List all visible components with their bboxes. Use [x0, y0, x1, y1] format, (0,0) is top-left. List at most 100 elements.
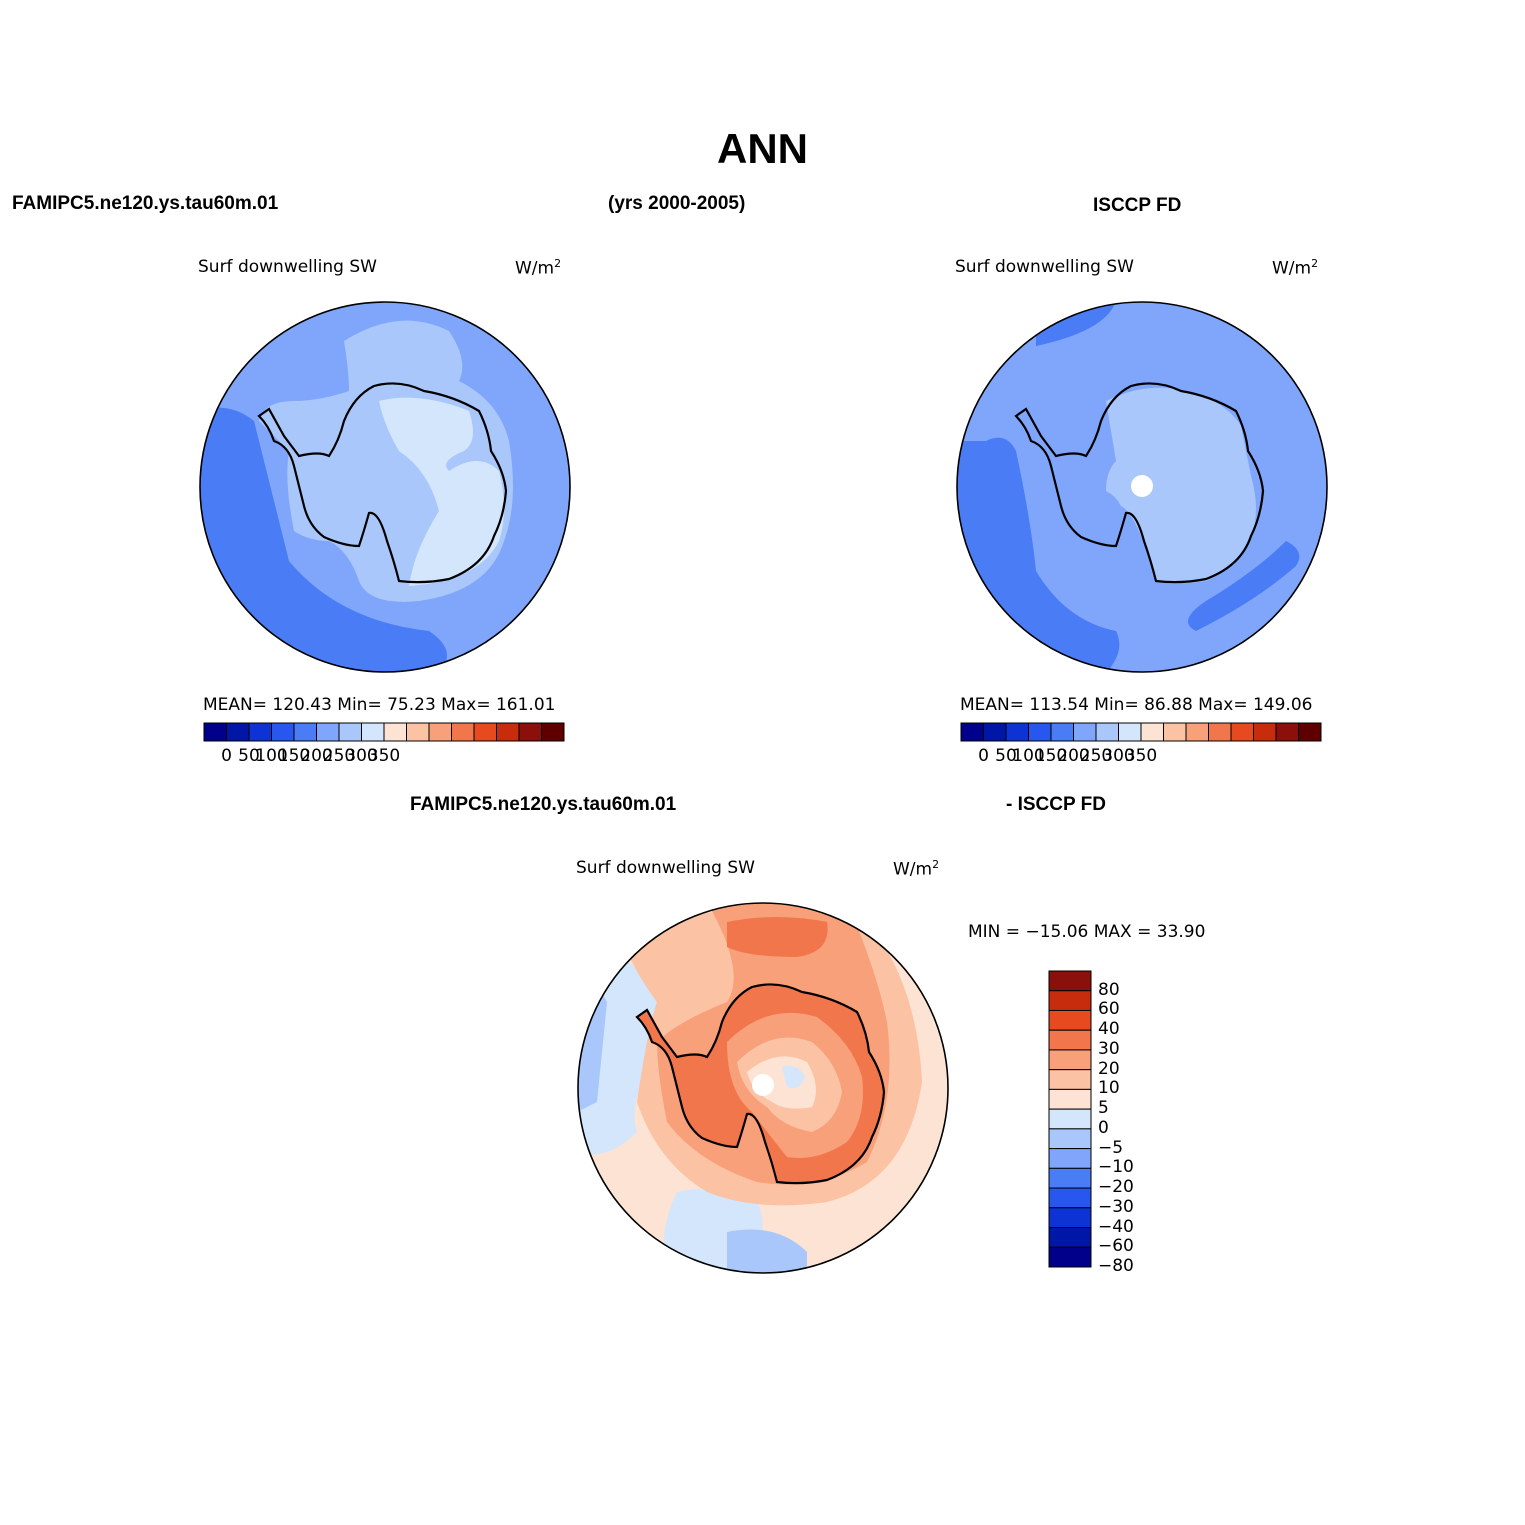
colorbar-swatch — [960, 722, 984, 742]
colorbar-tick-label: −10 — [1098, 1157, 1134, 1178]
colorbar-tick-label: 10 — [1098, 1078, 1120, 1099]
colorbar-tick-label: 350 — [367, 746, 401, 766]
years-label: (yrs 2000-2005) — [608, 193, 746, 214]
colorbar-swatch — [338, 722, 362, 742]
obs-case-label: ISCCP FD — [1093, 195, 1182, 216]
colorbar-tick-label: 350 — [1124, 746, 1158, 766]
colorbar-tick-label: −60 — [1098, 1236, 1134, 1257]
colorbar-swatch — [1048, 990, 1092, 1011]
colorbar-swatch — [1073, 722, 1097, 742]
colorbar-swatch — [1095, 722, 1119, 742]
colorbar-tick-label: 5 — [1098, 1098, 1109, 1119]
map-contour-high — [379, 397, 504, 586]
colorbar-swatch — [361, 722, 385, 742]
colorbar-swatch — [541, 722, 565, 742]
map-contour-neg-4 — [727, 1229, 807, 1273]
page-title: ANN — [717, 125, 808, 172]
colorbar-swatch — [1048, 1069, 1092, 1090]
colorbar-tick-label: 300 — [345, 746, 378, 766]
colorbar-swatch — [1140, 722, 1164, 742]
map-contour-pos-3 — [727, 917, 828, 957]
colorbar-tick-label: 40 — [1098, 1019, 1120, 1040]
colorbar-tick-label: 300 — [1102, 746, 1135, 766]
colorbar-swatch — [1048, 1088, 1092, 1110]
model-stats-label: MEAN= 120.43 Min= 75.23 Max= 161.01 — [203, 695, 556, 715]
colorbar-tick-label: 20 — [1098, 1058, 1120, 1079]
colorbar-swatch — [203, 722, 227, 742]
map-contour-low — [200, 407, 447, 672]
colorbar-swatch — [1048, 1108, 1092, 1130]
colorbar-swatch — [1048, 1187, 1092, 1209]
colorbar-tick-label: 50 — [995, 746, 1017, 766]
colorbar-swatch — [473, 722, 497, 742]
colorbar-tick-label: 100 — [1012, 746, 1045, 766]
obs-stats-label: MEAN= 113.54 Min= 86.88 Max= 149.06 — [960, 695, 1313, 715]
colorbar-swatch — [1048, 1246, 1092, 1268]
antarctica-coastline — [1014, 382, 1265, 584]
colorbar-swatch — [1048, 1227, 1092, 1248]
colorbar-tick-label: 200 — [300, 746, 333, 766]
antarctica-coastline — [257, 382, 508, 584]
colorbar-swatch — [428, 722, 452, 742]
diff-variable-label: Surf downwelling SW — [576, 858, 755, 878]
colorbar-swatch — [1185, 722, 1209, 742]
colorbar-swatch — [1208, 722, 1232, 742]
colorbar-swatch — [1048, 1207, 1092, 1229]
polar-gap — [752, 1074, 774, 1096]
colorbar-swatch — [1048, 1128, 1092, 1150]
colorbar-tick-label: −20 — [1098, 1177, 1134, 1198]
colorbar-swatch — [1163, 722, 1187, 742]
colorbar-swatch — [1253, 722, 1277, 742]
colorbar-swatch — [293, 722, 317, 742]
colorbar-swatch — [1118, 722, 1142, 742]
colorbar-swatch — [248, 722, 272, 742]
colorbar-swatch — [1298, 722, 1322, 742]
colorbar-swatch — [496, 722, 520, 742]
colorbar-tick-label: −5 — [1098, 1137, 1124, 1158]
colorbar-swatch — [1048, 1029, 1092, 1051]
colorbar-tick-label: 80 — [1098, 979, 1120, 1000]
map-contour-neg-5 — [782, 1065, 805, 1089]
colorbar-tick-label: 150 — [1034, 746, 1068, 766]
diff-obs-label: - ISCCP FD — [1006, 794, 1106, 815]
colorbar-tick-label: 100 — [255, 746, 288, 766]
polar-gap — [1131, 475, 1153, 497]
diff-case-label: FAMIPC5.ne120.ys.tau60m.01 — [410, 794, 677, 815]
colorbar-tick-label: −30 — [1098, 1196, 1134, 1217]
model-polar-map — [199, 301, 571, 673]
colorbar-swatch — [406, 722, 430, 742]
colorbar-swatch — [271, 722, 295, 742]
obs-units-label: W/m2 — [1272, 257, 1319, 279]
colorbar-tick-label: 250 — [1079, 746, 1113, 766]
colorbar-tick-label: 250 — [322, 746, 356, 766]
colorbar-swatch — [1048, 1148, 1092, 1169]
colorbar-tick-label: 200 — [1057, 746, 1090, 766]
colorbar-tick-label: 60 — [1098, 999, 1120, 1020]
colorbar-tick-label: 30 — [1098, 1038, 1120, 1059]
antarctica-coastline — [635, 983, 886, 1185]
colorbar-swatch — [1275, 722, 1299, 742]
colorbar-swatch — [1050, 722, 1074, 742]
model-case-label: FAMIPC5.ne120.ys.tau60m.01 — [12, 193, 279, 214]
model-colorbar — [203, 722, 565, 742]
obs-colorbar — [960, 722, 1322, 742]
colorbar-tick-label: 0 — [978, 746, 989, 766]
colorbar-swatch — [383, 722, 407, 742]
diff-polar-map — [577, 902, 949, 1274]
colorbar-swatch — [1048, 1167, 1092, 1189]
colorbar-swatch — [1048, 970, 1092, 992]
colorbar-swatch — [1048, 1049, 1092, 1071]
colorbar-tick-label: 0 — [221, 746, 232, 766]
colorbar-tick-label: 50 — [238, 746, 260, 766]
map-contour-mid — [1106, 387, 1256, 584]
obs-polar-map — [956, 301, 1328, 673]
model-variable-label: Surf downwelling SW — [198, 257, 377, 277]
colorbar-tick-label: −40 — [1098, 1216, 1134, 1237]
colorbar-swatch — [226, 722, 250, 742]
colorbar-tick-label: −80 — [1098, 1256, 1134, 1276]
colorbar-swatch — [983, 722, 1007, 742]
colorbar-tick-label: 150 — [277, 746, 311, 766]
colorbar-swatch — [451, 722, 475, 742]
colorbar-swatch — [1048, 1009, 1092, 1031]
map-contour-low-3 — [1188, 541, 1300, 631]
